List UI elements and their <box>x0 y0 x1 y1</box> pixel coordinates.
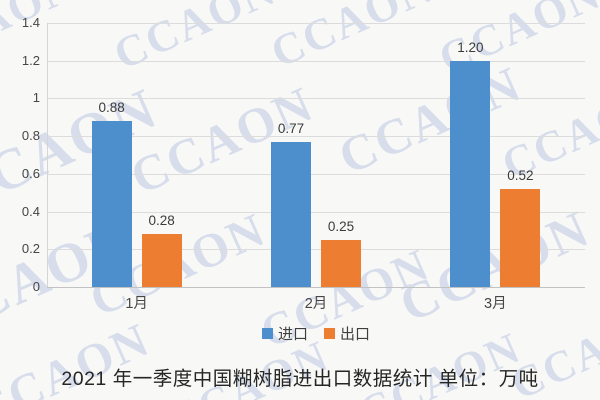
legend-item-import: 进口 <box>261 323 308 344</box>
bar-value-label: 0.25 <box>327 218 355 234</box>
legend-label: 进口 <box>277 326 308 343</box>
gridline <box>47 23 585 24</box>
bar-import-1 <box>91 121 132 287</box>
x-category-label: 3月 <box>484 296 507 312</box>
bar-value-label: 0.88 <box>98 100 125 116</box>
gridline <box>47 211 585 213</box>
x-axis-line <box>47 287 585 288</box>
bar-export-3 <box>500 188 541 287</box>
y-tick-label: 0.4 <box>21 203 40 219</box>
y-tick-label: 1 <box>32 90 40 106</box>
gridline <box>47 98 585 100</box>
bar-value-label: 0.77 <box>277 120 305 136</box>
bar-value-label: 1.20 <box>457 39 484 55</box>
bar-export-1 <box>141 234 182 287</box>
bar-import-2 <box>271 141 311 287</box>
x-category-label: 1月 <box>125 296 148 312</box>
y-tick-label: 0.8 <box>21 128 40 144</box>
bar-export-2 <box>321 239 361 287</box>
gridline <box>47 173 585 175</box>
y-tick-label: 0.2 <box>21 241 40 257</box>
legend-label: 出口 <box>340 326 371 343</box>
bar-value-label: 0.52 <box>507 167 534 183</box>
bar-import-3 <box>450 60 491 287</box>
legend-item-export: 出口 <box>324 323 370 344</box>
y-tick-label: 0.6 <box>21 165 40 181</box>
legend: 进口 出口 <box>47 323 585 344</box>
y-tick-label: 1.2 <box>21 52 40 68</box>
legend-swatch <box>261 328 273 339</box>
bar-value-label: 0.28 <box>148 213 175 229</box>
chart-caption: 2021 年一季度中国糊树脂进出口数据统计 单位：万吨 <box>61 368 539 390</box>
y-axis-line <box>47 23 48 287</box>
y-tick-label: 1.4 <box>21 15 40 30</box>
x-category-label: 2月 <box>304 296 328 312</box>
gridline <box>47 60 585 62</box>
legend-swatch <box>324 328 335 339</box>
gridline <box>47 249 585 251</box>
y-tick-label: 0 <box>32 279 40 294</box>
gridline <box>47 136 585 138</box>
